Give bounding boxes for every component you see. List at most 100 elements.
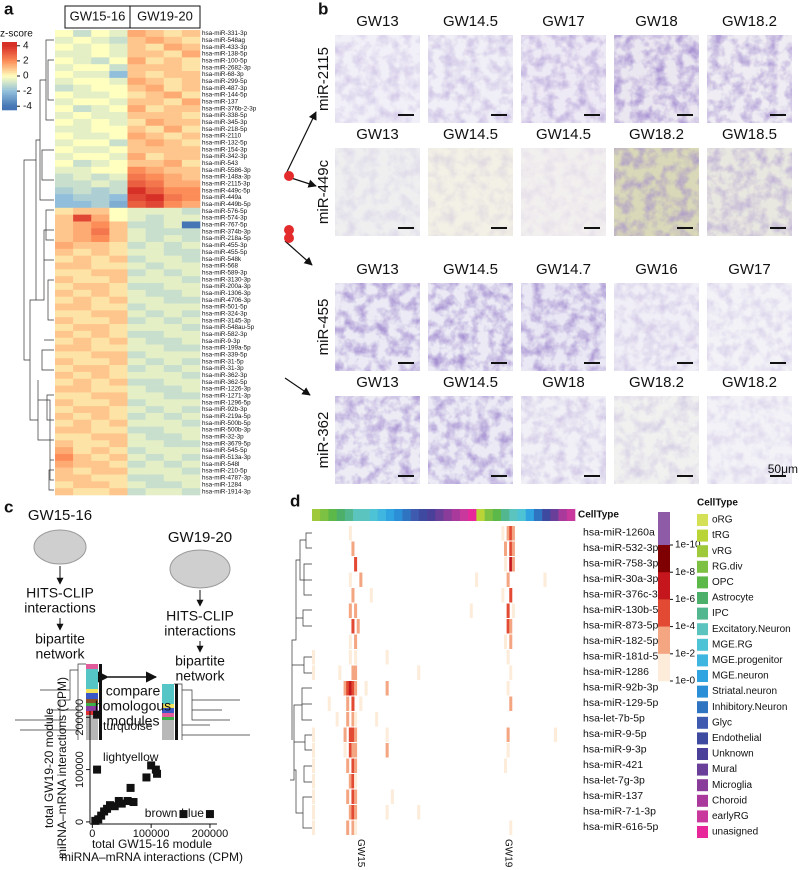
heatmap-cell [181, 337, 201, 345]
legend-label: tRG [712, 530, 730, 541]
legend-swatch [658, 653, 670, 682]
heatmap-cell [73, 344, 92, 352]
legend-label: Excitatory.Neuron [712, 624, 791, 635]
stage-label: GW18.2 [629, 374, 684, 391]
heatmap-cell [55, 36, 74, 44]
legend-swatch [697, 638, 708, 651]
heatmap-cell [73, 118, 92, 127]
heatmap-cell [145, 98, 165, 106]
x-tick-label: 200000 [192, 828, 229, 840]
heatmap-cell [145, 180, 165, 188]
row-label: hsa-miR-299-5p [202, 78, 248, 85]
heatmap-cell [343, 743, 347, 758]
heatmap-cell [55, 43, 74, 51]
heatmap-cell [181, 324, 201, 332]
heatmap-cell [145, 392, 165, 400]
row-label: hsa-miR-362-3p [202, 372, 248, 379]
stage-label: GW13 [356, 13, 399, 30]
heatmap-cell [73, 447, 92, 455]
heatmap-cell [73, 467, 92, 475]
heatmap-cell [354, 743, 358, 758]
heatmap-cell [91, 412, 110, 421]
heatmap-cell [73, 84, 92, 92]
heatmap-cell [509, 557, 513, 572]
heatmap-cell [312, 774, 316, 789]
heatmap-cell [145, 447, 165, 455]
heatmap-cell [351, 696, 355, 711]
legend-label: OPC [712, 577, 734, 588]
heatmap-cell [73, 105, 92, 113]
step-label: compare [106, 683, 161, 699]
legend-swatch [2, 106, 17, 109]
heatmap-cell [55, 50, 74, 58]
heatmap-cell [109, 433, 128, 441]
heatmap-cell [543, 572, 547, 587]
row-label: hsa-miR-767-5p [202, 222, 248, 229]
heatmap-cell [509, 665, 513, 680]
heatmap-cell [127, 187, 146, 195]
heatmap-cell [181, 248, 201, 256]
celltype-bar-segment [525, 509, 535, 521]
heatmap-cell [181, 153, 201, 161]
heatmap-cell [127, 426, 146, 434]
point [147, 761, 156, 770]
row-label: hsa-miR-1226-3p [202, 386, 251, 393]
heatmap-cell [109, 337, 128, 345]
heatmap-cell [109, 481, 128, 489]
heatmap-cell [109, 351, 128, 359]
heatmap-cell [385, 805, 389, 820]
heatmap-cell [163, 371, 183, 380]
heatmap-cell [109, 262, 128, 270]
heatmap-cell [55, 84, 74, 92]
legend-swatch [697, 826, 708, 838]
celltype-bar-segment [394, 509, 403, 521]
row-label: hsa-miR-500b-5p [202, 420, 251, 427]
heatmap-cell [73, 255, 92, 263]
legend-swatch [2, 64, 17, 67]
heatmap-cell [91, 365, 110, 373]
heatmap-cell [181, 159, 201, 168]
celltype-bar-segment [344, 509, 354, 521]
heatmap-cell [73, 269, 92, 277]
row-label: hsa-miR-92b-3p [583, 682, 658, 694]
heatmap-cell [73, 166, 92, 174]
heatmap-cell [91, 283, 110, 291]
heatmap-cell [145, 57, 165, 65]
heatmap-cell [354, 650, 358, 665]
heatmap-cell [91, 385, 110, 393]
heatmap-cell [145, 269, 165, 277]
heatmap-cell [127, 406, 146, 414]
heatmap-cell [181, 207, 201, 215]
heatmap-cell [145, 153, 165, 161]
celltype-bar-segment [402, 509, 411, 521]
dendrogram [290, 532, 312, 829]
heatmap-cell [163, 474, 183, 482]
heatmap-cell [109, 289, 128, 297]
heatmap-cell [312, 665, 316, 680]
row-label: hsa-miR-548ag [202, 37, 246, 44]
heatmap-cell [181, 433, 201, 441]
heatmap-cell [511, 603, 515, 618]
legend-swatch [2, 96, 17, 99]
heatmap-cell [55, 385, 74, 393]
heatmap-cell [163, 481, 183, 489]
row-label: hsa-miR-1296-5p [202, 399, 251, 406]
heatmap-cell [181, 385, 201, 393]
heatmap-cell [91, 207, 110, 215]
heatmap-cell [73, 36, 92, 44]
legend-label: MGE.RG [712, 639, 753, 650]
heatmap-cell [109, 488, 128, 496]
celltype-bar-segment [385, 509, 395, 521]
heatmap-cell [181, 344, 201, 352]
heatmap-cell [145, 365, 165, 373]
legend-swatch [2, 104, 17, 107]
row-label: hsa-miR-218a-5p [202, 235, 251, 242]
heatmap-cell [163, 269, 183, 277]
heatmap-cell [127, 84, 146, 92]
heatmap-cell [354, 712, 358, 727]
stage-label: GW17 [728, 261, 771, 278]
heatmap-cell [109, 474, 128, 482]
heatmap-cell [55, 440, 74, 448]
heatmap-cell [312, 650, 316, 665]
legend-swatch [697, 685, 708, 698]
